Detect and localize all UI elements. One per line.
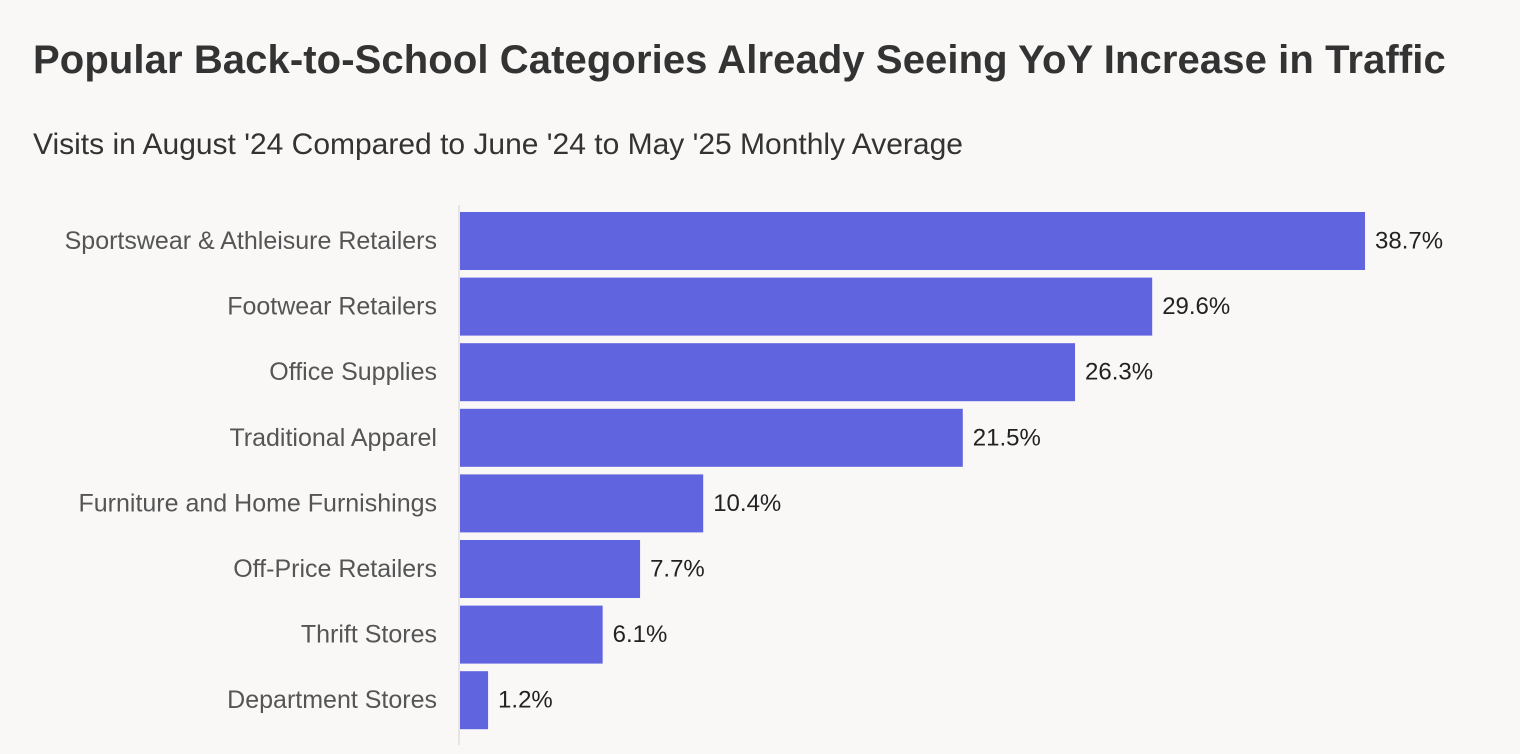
bar [460, 605, 603, 664]
category-label: Furniture and Home Furnishings [79, 489, 438, 517]
category-label: Sportswear & Athleisure Retailers [65, 227, 437, 255]
bar [460, 212, 1365, 270]
category-label: Office Supplies [269, 358, 437, 386]
value-label: 29.6% [1162, 293, 1230, 320]
value-label: 38.7% [1375, 228, 1443, 255]
category-label: Department Stores [227, 686, 437, 714]
value-label: 26.3% [1085, 359, 1153, 386]
category-label: Off-Price Retailers [233, 555, 437, 583]
bar [460, 540, 641, 598]
category-label: Thrift Stores [301, 621, 437, 649]
value-label: 7.7% [650, 556, 705, 583]
value-label: 10.4% [713, 490, 781, 517]
bars-group: Sportswear & Athleisure Retailers 38.7% Fo… [65, 212, 1443, 730]
bar [460, 343, 1076, 402]
bar [460, 671, 489, 730]
category-label: Footwear Retailers [227, 293, 437, 321]
value-label: 1.2% [498, 687, 553, 714]
bar [460, 474, 704, 533]
value-label: 6.1% [613, 621, 668, 648]
value-label: 21.5% [973, 424, 1041, 451]
chart-subtitle: Visits in August '24 Compared to June '2… [33, 128, 963, 161]
category-label: Traditional Apparel [229, 424, 437, 452]
chart-title: Popular Back-to-School Categories Alread… [33, 38, 1446, 82]
bar [460, 408, 963, 467]
bar [460, 277, 1153, 336]
